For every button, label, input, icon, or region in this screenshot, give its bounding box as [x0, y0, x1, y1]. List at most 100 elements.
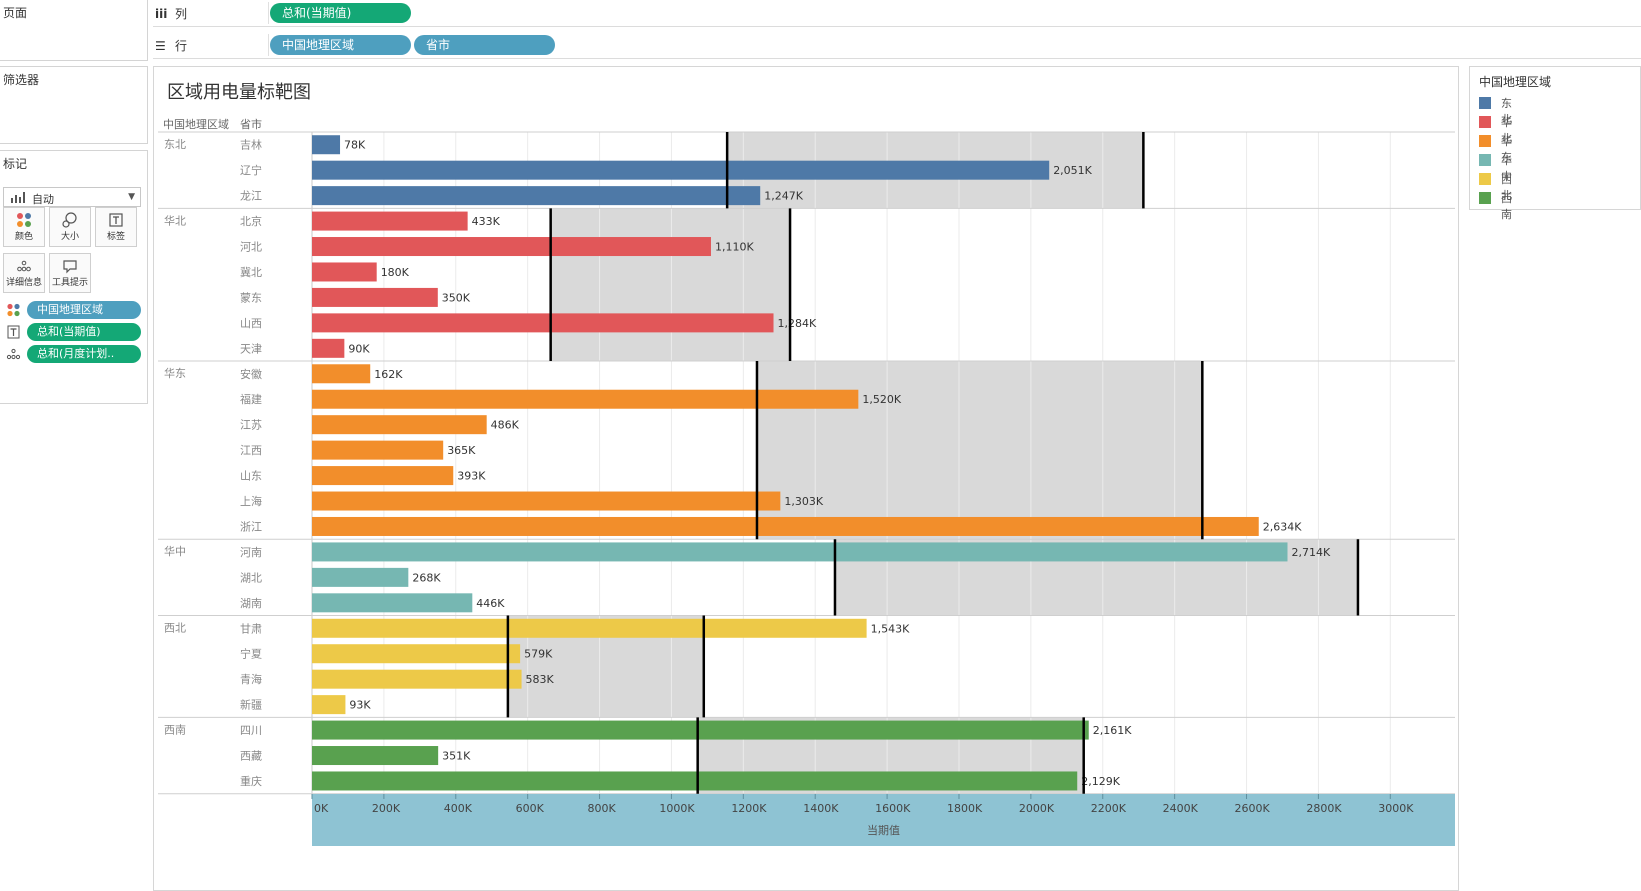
province-label: 河北	[240, 241, 262, 254]
bar-value-label: 90K	[348, 342, 370, 355]
legend-label: 华东	[1501, 135, 1512, 164]
detail-dots-icon	[17, 260, 31, 272]
bar	[312, 516, 1259, 536]
marks-panel: 标记 自动 ▼ 颜色 大小 标签 详细信息	[0, 150, 148, 404]
bar-value-label: 486K	[491, 419, 520, 432]
tooltip-button[interactable]: 工具提示	[49, 253, 91, 293]
x-tick-label: 1400K	[803, 802, 839, 815]
columns-shelf[interactable]: iii 列 总和(当期值)	[153, 0, 1641, 27]
province-label: 青海	[240, 672, 262, 686]
province-label: 山东	[240, 470, 262, 483]
pages-panel[interactable]: 页面	[0, 0, 148, 61]
bar	[312, 542, 1288, 562]
bar-value-label: 433K	[472, 215, 501, 228]
bar	[312, 567, 409, 587]
province-label: 湖南	[240, 597, 262, 610]
detail-dots-icon	[6, 348, 21, 360]
rows-icon: ☰	[155, 39, 166, 53]
bar	[312, 644, 521, 664]
province-label: 龙江	[240, 190, 262, 203]
rows-pill-province[interactable]: 省市	[414, 35, 555, 55]
bar-value-label: 2,161K	[1093, 724, 1132, 737]
marks-pill-region[interactable]: 中国地理区域	[27, 301, 141, 319]
x-tick-label: 3000K	[1378, 802, 1414, 815]
bar-value-label: 351K	[442, 750, 471, 763]
x-tick-label: 2400K	[1163, 802, 1199, 815]
rows-shelf-label: ☰ 行	[155, 37, 187, 54]
bar-value-label: 268K	[412, 571, 441, 584]
region-label: 华东	[164, 366, 186, 380]
size-circles-icon	[62, 212, 77, 228]
province-label: 辽宁	[240, 163, 262, 177]
bar-value-label: 446K	[476, 597, 505, 610]
legend-swatch	[1479, 173, 1491, 185]
bar-value-label: 1,110K	[715, 241, 754, 254]
columns-pill-current-value[interactable]: 总和(当期值)	[270, 3, 411, 23]
bar-value-label: 393K	[457, 470, 486, 483]
label-button-label: 标签	[106, 232, 125, 242]
bar	[312, 160, 1050, 180]
size-button-label: 大小	[60, 232, 79, 242]
bar-value-label: 1,543K	[871, 622, 910, 635]
x-tick-label: 1200K	[731, 802, 767, 815]
shelf-divider	[268, 2, 269, 24]
province-label: 江苏	[240, 419, 262, 432]
bar	[312, 389, 859, 409]
bar	[312, 415, 487, 435]
province-label: 吉林	[240, 138, 262, 152]
bar	[312, 491, 781, 511]
bar-value-label: 579K	[524, 648, 553, 661]
bar-value-label: 78K	[344, 139, 366, 152]
region-label: 华中	[164, 544, 186, 558]
marks-pill-monthly-plan[interactable]: 总和(月度计划..	[27, 345, 141, 363]
columns-icon: iii	[155, 7, 168, 21]
x-tick-label: 800K	[588, 802, 617, 815]
bar-value-label: 1,284K	[778, 317, 817, 330]
color-button-label: 颜色	[14, 232, 33, 242]
color-legend[interactable]: 中国地理区域 东北 华北 华东 华中 西北 西南	[1469, 66, 1641, 221]
x-tick-label: 1000K	[659, 802, 695, 815]
legend-swatch	[1479, 192, 1491, 204]
rows-shelf[interactable]: ☰ 行 中国地理区域 省市	[153, 32, 1641, 59]
size-button[interactable]: 大小	[49, 207, 91, 247]
reference-band	[550, 208, 791, 362]
legend-swatch	[1479, 97, 1491, 109]
province-label: 江西	[240, 444, 262, 457]
filters-panel[interactable]: 筛选器	[0, 66, 148, 144]
x-tick-label: 2600K	[1235, 802, 1271, 815]
label-button[interactable]: 标签	[95, 207, 137, 247]
chart-title: 区域用电量标靶图	[167, 82, 311, 103]
province-label: 蒙东	[240, 291, 262, 304]
x-tick-label: 200K	[372, 802, 401, 815]
header-province: 省市	[240, 117, 262, 131]
bar	[312, 262, 377, 282]
province-label: 山西	[240, 317, 262, 330]
rows-pill-region[interactable]: 中国地理区域	[270, 35, 411, 55]
bar	[312, 618, 867, 638]
province-label: 安徽	[240, 367, 262, 381]
province-label: 上海	[240, 494, 262, 508]
filters-title: 筛选器	[3, 73, 40, 87]
province-label: 福建	[240, 392, 262, 406]
marks-pill-current-value[interactable]: 总和(当期值)	[27, 323, 141, 341]
bar-value-label: 1,247K	[764, 190, 803, 203]
province-label: 浙江	[240, 520, 262, 533]
bar	[312, 364, 371, 384]
bar-value-label: 2,129K	[1081, 775, 1120, 788]
bar-value-label: 1,520K	[862, 393, 901, 406]
x-axis-title: 当期值	[867, 823, 900, 837]
legend-swatch	[1479, 116, 1491, 128]
marks-pill-row-label: 总和(当期值)	[3, 322, 143, 342]
mark-type-dropdown[interactable]: 自动 ▼	[3, 187, 141, 207]
detail-button[interactable]: 详细信息	[3, 253, 45, 293]
bar	[312, 720, 1089, 740]
bar-value-label: 350K	[442, 291, 471, 304]
color-button[interactable]: 颜色	[3, 207, 45, 247]
bar	[312, 338, 345, 358]
province-label: 北京	[240, 214, 262, 228]
bar	[312, 186, 761, 206]
region-label: 华北	[164, 213, 186, 227]
marks-pill-row-detail: 总和(月度计划..	[3, 344, 143, 364]
legend-title: 中国地理区域	[1479, 75, 1552, 89]
